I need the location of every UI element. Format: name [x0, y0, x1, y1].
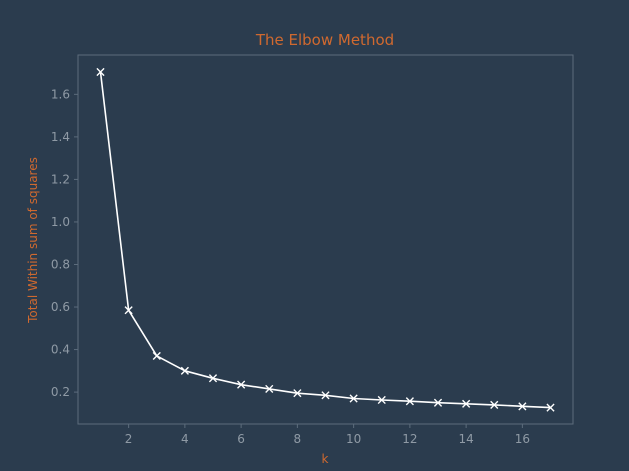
- x-tick-label: 8: [294, 432, 302, 446]
- x-tick-label: 6: [237, 432, 245, 446]
- y-tick-label: 0.8: [51, 257, 70, 271]
- x-tick-label: 16: [515, 432, 530, 446]
- x-tick-label: 4: [181, 432, 189, 446]
- x-tick-label: 10: [346, 432, 361, 446]
- y-tick-label: 0.4: [51, 343, 70, 357]
- y-tick-label: 1.4: [51, 130, 70, 144]
- y-tick-label: 1.6: [51, 87, 70, 101]
- y-tick-label: 1.0: [51, 215, 70, 229]
- y-axis-label: Total Within sum of squares: [26, 157, 40, 324]
- x-tick-label: 12: [402, 432, 417, 446]
- chart-title: The Elbow Method: [255, 31, 394, 49]
- x-tick-label: 2: [125, 432, 133, 446]
- y-tick-label: 1.2: [51, 172, 70, 186]
- y-tick-label: 0.2: [51, 385, 70, 399]
- y-tick-label: 0.6: [51, 300, 70, 314]
- x-tick-label: 14: [458, 432, 473, 446]
- x-axis-label: k: [322, 452, 329, 466]
